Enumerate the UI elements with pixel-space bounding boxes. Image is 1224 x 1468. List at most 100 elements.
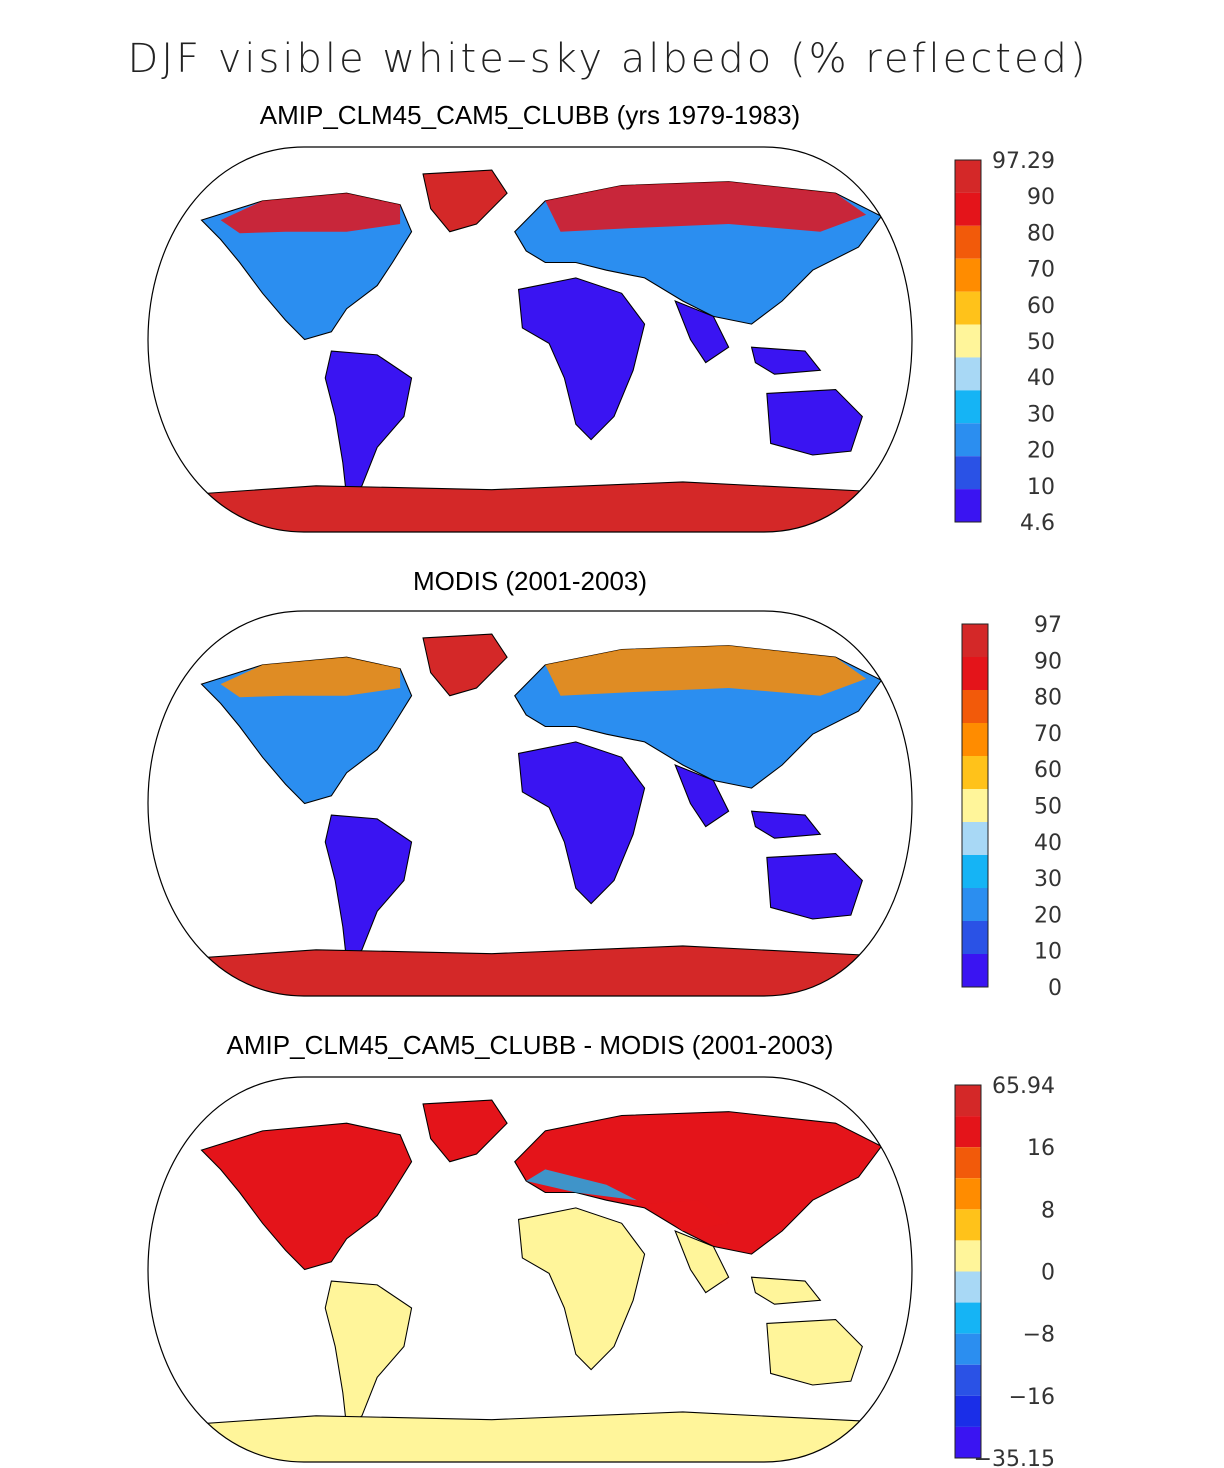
land-greenland [422, 169, 508, 233]
land-africa [517, 1207, 646, 1371]
colorbar-swatch [955, 291, 981, 325]
colorbar-swatch [955, 324, 981, 358]
land-australia [766, 388, 863, 456]
figure-title: DJF visible white–sky albedo (% reflecte… [127, 36, 1088, 82]
land-south-america [324, 350, 413, 499]
land-india-se-asia [674, 300, 730, 364]
colorbar-label: 0 [1048, 976, 1062, 1001]
land-antarctica [148, 945, 912, 996]
panel-diff: AMIP_CLM45_CAM5_CLUBB - MODIS (2001-2003… [147, 1030, 1055, 1468]
colorbar-frame [954, 1084, 982, 1459]
colorbar-label: 0 [1041, 1261, 1055, 1286]
colorbar-swatch [955, 1333, 981, 1365]
colorbar-swatch [962, 822, 988, 855]
colorbar-swatch [955, 1240, 981, 1272]
panel-title-obs: MODIS (2001-2003) [413, 566, 647, 596]
colorbar-swatch [955, 489, 981, 522]
colorbar-swatch [962, 888, 988, 921]
map-obs [148, 633, 912, 996]
colorbar-swatch [962, 789, 988, 822]
snow-band-eurasia [545, 181, 867, 232]
colorbar-swatch [955, 1116, 981, 1148]
colorbar-label: −16 [1009, 1385, 1055, 1410]
colorbar-swatch [962, 690, 988, 723]
colorbar-swatch [955, 1364, 981, 1396]
colorbar-swatch [955, 1426, 981, 1458]
panel-title-model: AMIP_CLM45_CAM5_CLUBB (yrs 1979-1983) [260, 100, 800, 130]
snow-band-north-america [220, 193, 401, 234]
colorbar-swatch [962, 756, 988, 789]
land-antarctica [148, 1411, 912, 1462]
colorbar-label: 80 [1034, 686, 1062, 711]
colorbar-label: 90 [1027, 185, 1055, 210]
colorbar-label: 60 [1027, 294, 1055, 319]
colorbar-label: 8 [1041, 1198, 1055, 1223]
colorbar-swatch [955, 225, 981, 259]
colorbar-swatch [955, 390, 981, 424]
colorbar-swatch [955, 1178, 981, 1210]
snow-band-eurasia [545, 645, 867, 696]
colorbar-swatch [955, 456, 981, 490]
map-boundary-diff [147, 1076, 913, 1463]
colorbar-label: 50 [1027, 330, 1055, 355]
colorbar-label: 16 [1027, 1136, 1055, 1161]
colorbar-label: −8 [1023, 1323, 1055, 1348]
colorbar-frame [954, 159, 982, 523]
colorbar-label: 97 [1034, 613, 1062, 638]
colorbar-swatch [955, 423, 981, 457]
land-india-se-asia [674, 764, 730, 828]
land-indonesia [750, 1276, 822, 1305]
colorbar-label: 30 [1034, 867, 1062, 892]
colorbar-swatch [955, 1271, 981, 1303]
colorbar-swatch [955, 1085, 981, 1117]
colorbar-swatch [955, 160, 981, 193]
colorbar-label: 50 [1034, 795, 1062, 820]
colorbar-swatch [955, 1209, 981, 1241]
map-diff [148, 1099, 912, 1462]
colorbar-label: −35.15 [974, 1447, 1055, 1468]
colorbar-label: 90 [1034, 649, 1062, 674]
land-australia [766, 1318, 863, 1386]
colorbar-diff: 65.94 16 8 0 −8 −16 −35.15 [954, 1074, 1055, 1468]
panel-title-diff: AMIP_CLM45_CAM5_CLUBB - MODIS (2001-2003… [227, 1030, 834, 1060]
colorbar-label: 10 [1034, 940, 1062, 965]
land-greenland [422, 633, 508, 697]
colorbar-label: 20 [1034, 903, 1062, 928]
colorbar-swatch [955, 1147, 981, 1179]
colorbar-swatch [962, 855, 988, 888]
colorbar-swatch [962, 723, 988, 756]
colorbar-label: 80 [1027, 221, 1055, 246]
land-eurasia [514, 1111, 883, 1255]
colorbar-swatch [962, 624, 988, 657]
colorbar-label: 60 [1034, 758, 1062, 783]
panel-obs: MODIS (2001-2003) 97 90 80 70 60 50 40 30 20 10 0 [147, 566, 1062, 1001]
colorbar-label: 20 [1027, 439, 1055, 464]
colorbar-swatch [955, 357, 981, 391]
map-boundary-model [147, 146, 913, 533]
colorbar-swatch [962, 954, 988, 987]
land-africa [517, 741, 646, 905]
colorbar-swatch [962, 657, 988, 690]
colorbar-swatch [955, 258, 981, 292]
colorbar-label: 65.94 [992, 1074, 1055, 1099]
land-antarctica [148, 481, 912, 532]
land-layer-obs [148, 633, 912, 996]
colorbar-label: 4.6 [1020, 511, 1055, 536]
land-layer-model [148, 169, 912, 532]
colorbar-obs: 97 90 80 70 60 50 40 30 20 10 0 [961, 613, 1062, 1001]
land-south-america [324, 1280, 413, 1429]
land-australia [766, 852, 863, 920]
colorbar-swatch [955, 192, 981, 226]
diff-cool-europe [526, 1169, 637, 1201]
land-greenland [422, 1099, 508, 1163]
snow-band-north-america [220, 657, 401, 698]
map-boundary-obs [147, 610, 913, 997]
colorbar-label: 70 [1034, 722, 1062, 747]
colorbar-label: 70 [1027, 258, 1055, 283]
land-africa [517, 277, 646, 441]
colorbar-frame [961, 623, 989, 988]
colorbar-label: 10 [1027, 475, 1055, 500]
land-north-america [200, 1122, 413, 1271]
colorbar-label: 97.29 [992, 149, 1055, 174]
